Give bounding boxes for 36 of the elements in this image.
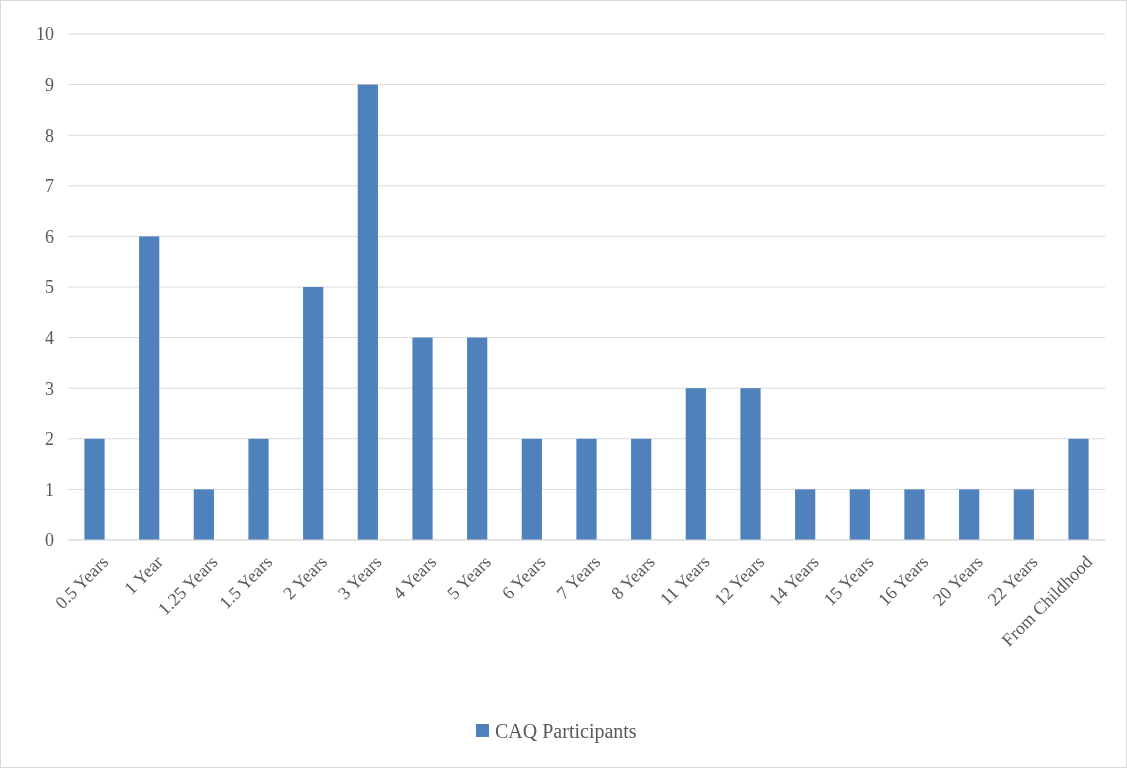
- bar: [959, 489, 980, 540]
- bar: [84, 438, 105, 540]
- x-tick-label: 1 Year: [120, 551, 167, 599]
- y-tick-label: 1: [45, 479, 54, 500]
- y-tick-label: 8: [45, 125, 54, 146]
- x-tick-label: 15 Years: [819, 551, 878, 610]
- x-tick-label: 6 Years: [497, 551, 550, 604]
- bar: [631, 438, 652, 540]
- y-tick-label: 7: [45, 176, 54, 197]
- bar: [740, 388, 761, 540]
- bar: [412, 337, 433, 540]
- y-tick-label: 4: [45, 327, 54, 348]
- bar: [357, 84, 378, 540]
- y-tick-label: 0: [45, 530, 54, 551]
- bar: [248, 438, 269, 540]
- bar: [467, 337, 488, 540]
- y-tick-label: 2: [45, 429, 54, 450]
- y-tick-label: 5: [45, 277, 54, 298]
- legend-label: CAQ Participants: [495, 720, 637, 743]
- bar: [1068, 438, 1089, 540]
- bar: [795, 489, 816, 540]
- x-tick-label: 3 Years: [333, 551, 386, 604]
- y-tick-label: 3: [45, 378, 54, 399]
- y-tick-label: 6: [45, 226, 54, 247]
- bar: [139, 236, 160, 540]
- bar: [1013, 489, 1034, 540]
- x-tick-label: 11 Years: [656, 551, 714, 610]
- bar: [685, 388, 706, 540]
- bar: [521, 438, 542, 540]
- y-tick-label: 9: [45, 74, 54, 95]
- bar: [904, 489, 925, 540]
- bar: [849, 489, 870, 540]
- bar: [303, 287, 324, 540]
- bar: [193, 489, 214, 540]
- bar: [576, 438, 597, 540]
- y-tick-label: 10: [36, 24, 54, 45]
